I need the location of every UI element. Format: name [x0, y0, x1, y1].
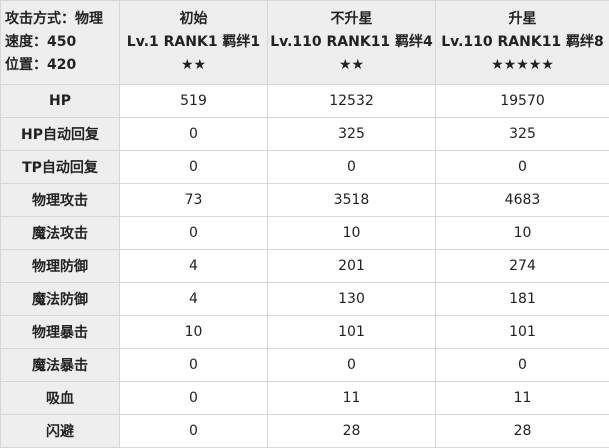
column-header-initial: 初始 Lv.1 RANK1 羁绊1 ★★ — [120, 1, 268, 85]
column-title: 升星 — [436, 8, 609, 31]
column-header-star-up: 升星 Lv.110 RANK11 羁绊8 ★★★★★ — [436, 1, 609, 85]
stat-value: 28 — [436, 415, 609, 448]
stat-value: 0 — [120, 217, 268, 250]
stat-value: 519 — [120, 85, 268, 118]
stat-value: 181 — [436, 283, 609, 316]
stat-value: 101 — [268, 316, 436, 349]
stat-value: 0 — [120, 151, 268, 184]
stat-value: 28 — [268, 415, 436, 448]
stat-value: 325 — [268, 118, 436, 151]
column-stars: ★★★★★ — [436, 54, 609, 77]
stat-label: 物理暴击 — [1, 316, 120, 349]
stat-value: 0 — [268, 349, 436, 382]
stat-value: 0 — [120, 349, 268, 382]
stat-value: 0 — [120, 382, 268, 415]
stat-label: 魔法暴击 — [1, 349, 120, 382]
stat-label: 闪避 — [1, 415, 120, 448]
stat-value: 0 — [436, 349, 609, 382]
stat-value: 325 — [436, 118, 609, 151]
stat-value: 101 — [436, 316, 609, 349]
stat-value: 201 — [268, 250, 436, 283]
column-title: 初始 — [120, 8, 267, 31]
stat-value: 130 — [268, 283, 436, 316]
stat-value: 0 — [268, 151, 436, 184]
column-stars: ★★ — [268, 54, 435, 77]
position-label: 位置：420 — [5, 54, 119, 77]
stat-label: TP自动回复 — [1, 151, 120, 184]
column-level: Lv.1 RANK1 羁绊1 — [120, 31, 267, 54]
stat-label: 吸血 — [1, 382, 120, 415]
column-level: Lv.110 RANK11 羁绊4 — [268, 31, 435, 54]
column-header-no-star-up: 不升星 Lv.110 RANK11 羁绊4 ★★ — [268, 1, 436, 85]
stat-value: 0 — [120, 415, 268, 448]
stat-value: 10 — [120, 316, 268, 349]
stat-label: 魔法防御 — [1, 283, 120, 316]
stat-label: 魔法攻击 — [1, 217, 120, 250]
stat-value: 274 — [436, 250, 609, 283]
speed-label: 速度：450 — [5, 31, 119, 54]
stat-value: 11 — [268, 382, 436, 415]
stat-label: 物理攻击 — [1, 184, 120, 217]
stat-value: 0 — [120, 118, 268, 151]
stat-value: 4683 — [436, 184, 609, 217]
stat-value: 3518 — [268, 184, 436, 217]
stat-label: HP — [1, 85, 120, 118]
column-level: Lv.110 RANK11 羁绊8 — [436, 31, 609, 54]
column-stars: ★★ — [120, 54, 267, 77]
column-title: 不升星 — [268, 8, 435, 31]
stat-value: 19570 — [436, 85, 609, 118]
stat-value: 12532 — [268, 85, 436, 118]
attack-type-label: 攻击方式：物理 — [5, 8, 119, 31]
stat-label: HP自动回复 — [1, 118, 120, 151]
stat-value: 10 — [436, 217, 609, 250]
header-row: 攻击方式：物理 速度：450 位置：420 初始 Lv.1 RANK1 羁绊1 … — [1, 1, 609, 85]
stat-value: 4 — [120, 283, 268, 316]
stat-value: 4 — [120, 250, 268, 283]
stat-value: 11 — [436, 382, 609, 415]
character-meta-cell: 攻击方式：物理 速度：450 位置：420 — [1, 1, 120, 85]
stat-value: 73 — [120, 184, 268, 217]
stat-label: 物理防御 — [1, 250, 120, 283]
stat-value: 0 — [436, 151, 609, 184]
stat-value: 10 — [268, 217, 436, 250]
